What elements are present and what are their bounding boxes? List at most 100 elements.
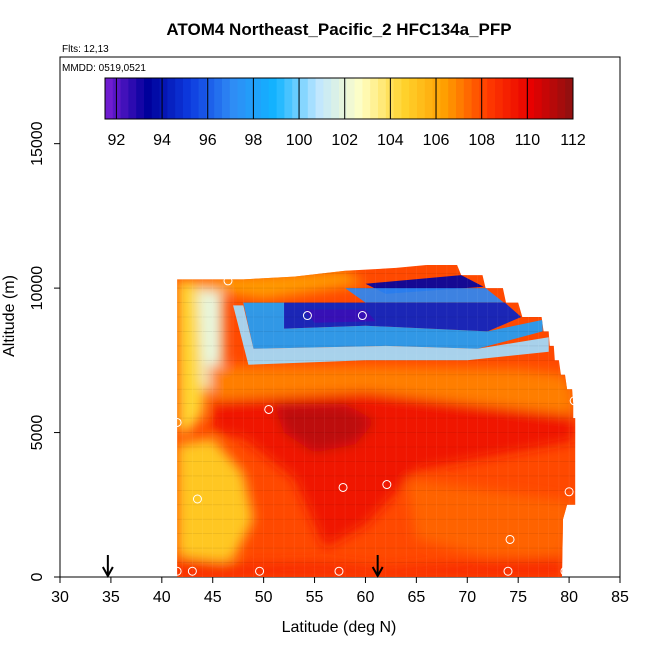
colorbar-cell <box>198 78 207 119</box>
x-tick-label: 45 <box>204 589 222 606</box>
sample-points <box>170 261 579 576</box>
colorbar-cell <box>440 78 449 119</box>
colorbar-cell <box>237 78 246 119</box>
colorbar-cell <box>471 78 480 119</box>
y-tick-label: 15000 <box>29 121 46 166</box>
y-tick-label: 5000 <box>29 415 46 451</box>
x-axis: 30 35 40 45 50 55 60 65 70 75 80 85 <box>51 577 629 606</box>
colorbar-cell <box>463 78 473 119</box>
flight-marker-arrow <box>371 555 384 579</box>
colorbar-cell <box>151 78 161 119</box>
sample-point <box>255 566 265 576</box>
sample-point <box>338 482 348 492</box>
y-axis: 0 5000 10000 15000 <box>29 121 60 581</box>
colorbar-cell <box>479 78 488 119</box>
colorbar-cell <box>549 78 558 119</box>
x-tick-label: 65 <box>407 589 425 606</box>
sample-point <box>187 566 197 576</box>
colorbar-cell <box>300 78 309 119</box>
sample-point <box>505 534 515 544</box>
field-mid-orange <box>207 366 575 416</box>
sample-point <box>223 276 233 286</box>
flights-label: Flts: 12,13 <box>62 44 109 55</box>
x-axis-label: Latitude (deg N) <box>282 619 397 636</box>
x-tick-label: 85 <box>611 589 629 606</box>
sample-point <box>192 494 202 504</box>
colorbar-cell <box>229 78 239 119</box>
band-mid-cyan <box>243 302 543 349</box>
colorbar-cell <box>284 78 293 119</box>
field-bands <box>233 275 549 365</box>
flight-markers <box>101 555 384 579</box>
colorbar-cell <box>448 78 457 119</box>
sample-point <box>459 261 469 271</box>
colorbar-cell <box>424 78 434 119</box>
dates-label: MMDD: 0519,0521 <box>62 63 146 74</box>
colorbar-cell <box>409 78 418 119</box>
concentration-field <box>177 265 576 577</box>
sample-point <box>170 270 180 280</box>
colorbar-cell <box>120 78 129 119</box>
chart-title: ATOM4 Northeast_Pacific_2 HFC134a_PFP <box>166 20 511 39</box>
colorbar-tick-label: 100 <box>286 132 313 149</box>
x-tick-label: 50 <box>255 589 273 606</box>
colorbar-tick-label: 94 <box>153 132 171 149</box>
colorbar-cell <box>261 78 270 119</box>
field-lower-left-yellow <box>177 438 254 566</box>
colorbar-tick-label: 98 <box>244 132 262 149</box>
field-dark-red-core <box>273 403 376 453</box>
sample-point <box>264 404 274 414</box>
colorbar-cell <box>175 78 184 119</box>
x-tick-label: 35 <box>102 589 120 606</box>
colorbar-cell <box>362 78 371 119</box>
sample-point <box>357 311 367 321</box>
arrow-head <box>371 566 384 579</box>
colorbar-cell <box>339 78 348 119</box>
field-lower-right-orange <box>406 478 575 560</box>
x-tick-label: 60 <box>357 589 375 606</box>
colorbar-cell <box>534 78 543 119</box>
colorbar-cell <box>190 78 200 119</box>
colorbar-tick-label: 110 <box>515 132 541 149</box>
sample-point <box>302 311 312 321</box>
colorbar-cell <box>557 78 566 119</box>
arrow-head <box>101 566 114 579</box>
sample-point <box>382 480 392 490</box>
field-clip <box>177 265 576 577</box>
colorbar: 92 94 96 98 100 102 104 106 108 110 112 <box>104 77 586 149</box>
y-tick-label: 10000 <box>29 266 46 311</box>
colorbar-cell <box>253 78 262 119</box>
colorbar-tick-label: 112 <box>560 132 586 149</box>
band-upper-cyan <box>345 288 504 303</box>
colorbar-tick-label: 96 <box>199 132 217 149</box>
colorbar-tick-label: 108 <box>468 132 495 149</box>
colorbar-cell <box>354 78 363 119</box>
flight-marker-arrow <box>101 555 114 579</box>
colorbar-cell <box>167 78 176 119</box>
colorbar-tick-label: 102 <box>331 132 358 149</box>
colorbar-cell <box>487 78 496 119</box>
x-tick-label: 75 <box>509 589 527 606</box>
colorbar-cell <box>159 78 168 119</box>
x-tick-label: 40 <box>153 589 171 606</box>
colorbar-tick-label: 104 <box>377 132 404 149</box>
sample-point <box>560 566 570 576</box>
colorbar-tick-label: 92 <box>108 132 126 149</box>
colorbar-cell <box>268 78 278 119</box>
sample-point <box>564 487 574 497</box>
colorbar-cell <box>565 78 574 119</box>
colorbar-cell <box>495 78 504 119</box>
sample-point <box>569 396 579 406</box>
colorbar-cell <box>456 78 465 119</box>
colorbar-cell <box>541 78 551 119</box>
colorbar-cell <box>245 78 254 119</box>
colorbar-cell <box>432 78 441 119</box>
colorbar-cell <box>292 78 301 119</box>
colorbar-cell <box>331 78 340 119</box>
colorbar-cell <box>214 78 223 119</box>
colorbar-cell <box>136 78 145 119</box>
colorbar-cell <box>393 78 402 119</box>
sample-point <box>503 566 513 576</box>
colorbar-tick-label: 106 <box>423 132 450 149</box>
